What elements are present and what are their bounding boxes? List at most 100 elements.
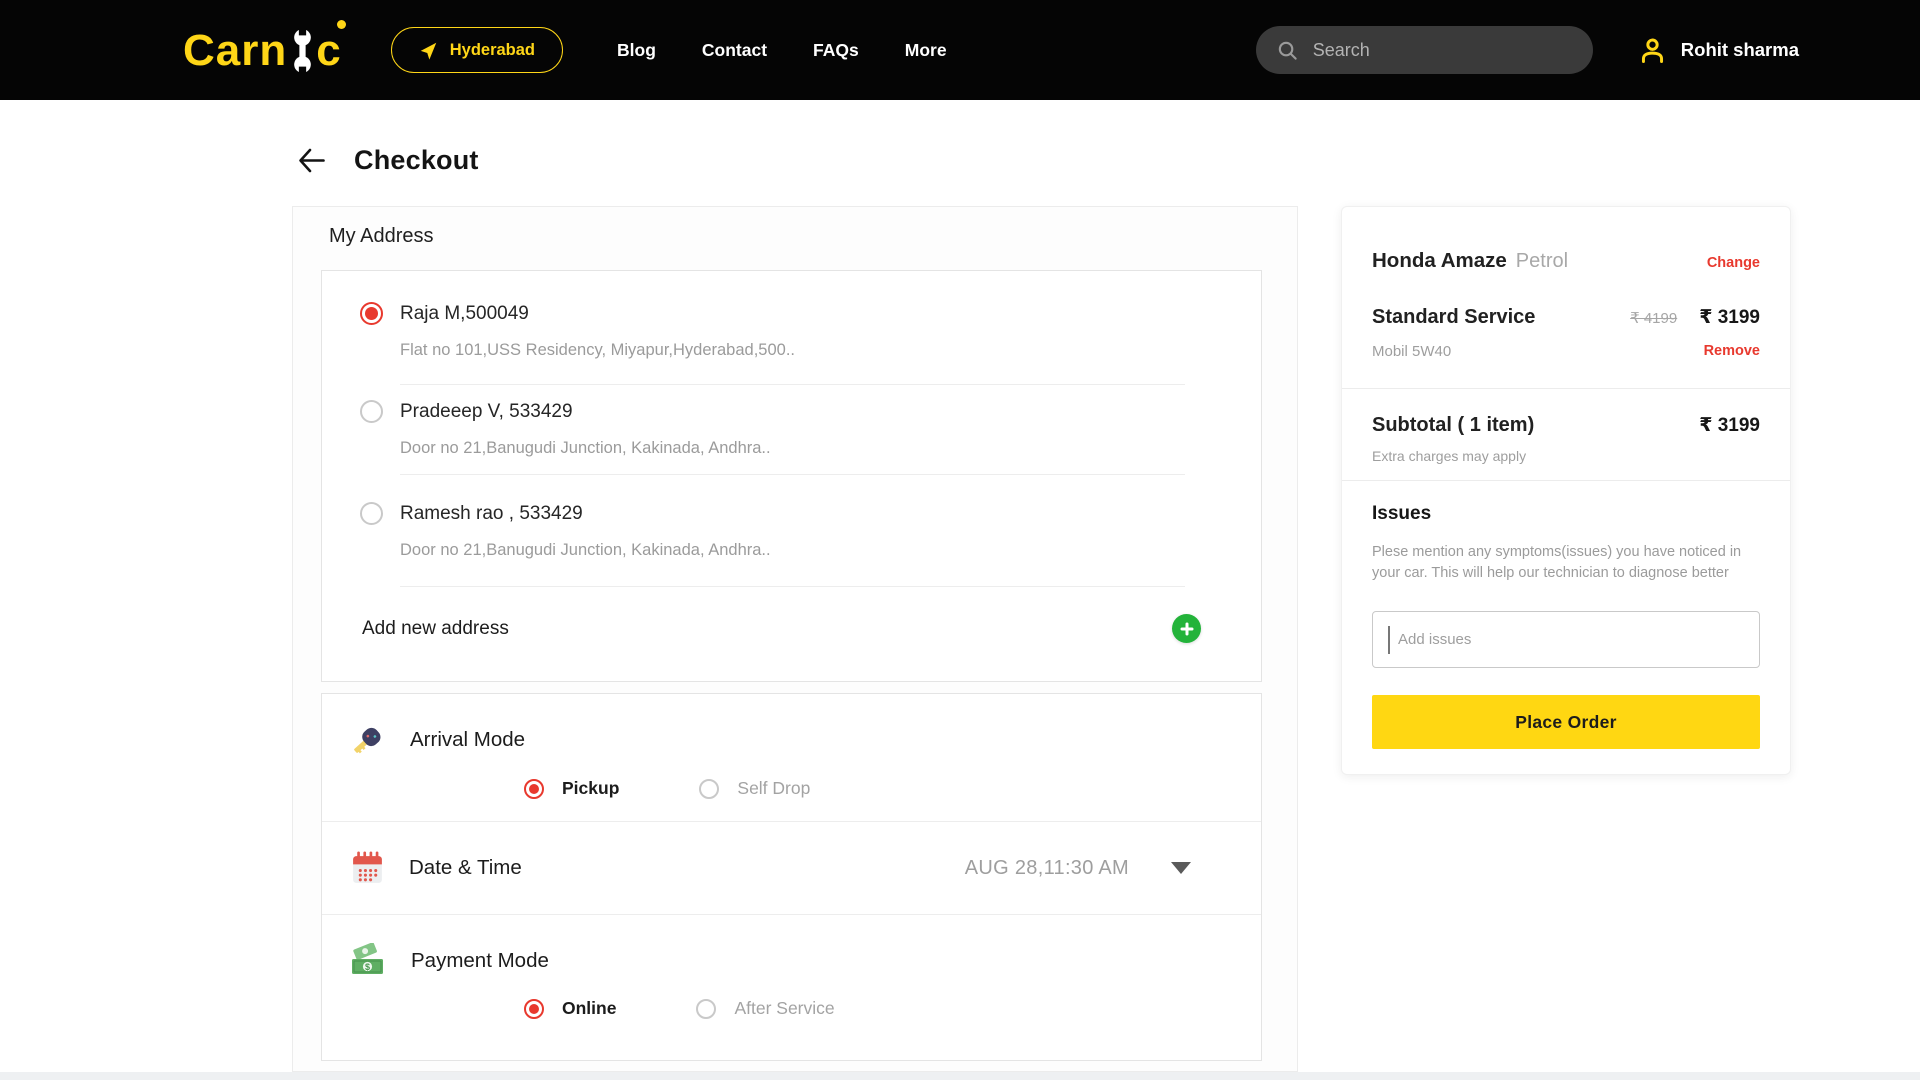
user-name: Rohit sharma bbox=[1680, 39, 1799, 60]
divider bbox=[1342, 388, 1790, 389]
address-detail: Flat no 101,USS Residency, Miyapur,Hyder… bbox=[400, 341, 795, 359]
add-issues-input[interactable] bbox=[1390, 631, 1759, 648]
user-icon bbox=[1641, 38, 1663, 63]
address-option[interactable]: Pradeeep V, 533429 Door no 21,Banugudi J… bbox=[322, 385, 1261, 474]
subtotal-row: Subtotal ( 1 item) ₹ 3199 bbox=[1372, 414, 1760, 437]
footer-edge bbox=[0, 1072, 1920, 1080]
nav-link-contact[interactable]: Contact bbox=[701, 39, 768, 60]
payment-mode-choices: Online After Service bbox=[524, 998, 1261, 1041]
subtotal-note: Extra charges may apply bbox=[1372, 448, 1527, 464]
pickup-radio[interactable] bbox=[524, 778, 544, 799]
arrival-mode-choices: Pickup Self Drop bbox=[524, 778, 1261, 821]
chevron-down-icon[interactable] bbox=[1171, 862, 1191, 874]
calendar-icon bbox=[353, 851, 382, 883]
carnic-logo[interactable]: Carn c bbox=[183, 19, 346, 75]
vehicle-name: Honda Amaze bbox=[1372, 249, 1507, 272]
service-price: ₹ 3199 bbox=[1699, 307, 1760, 328]
fuel-type: Petrol bbox=[1515, 250, 1569, 272]
address-card: Raja M,500049 Flat no 101,USS Residency,… bbox=[321, 270, 1262, 682]
vehicle-row: Honda Amaze Petrol Change bbox=[1372, 249, 1760, 273]
nav-link-faqs[interactable]: FAQs bbox=[813, 39, 859, 60]
payment-mode-title: Payment Mode bbox=[411, 948, 549, 972]
divider bbox=[322, 914, 1261, 915]
address-name: Pradeeep V, 533429 bbox=[400, 401, 573, 422]
self-drop-radio[interactable] bbox=[699, 778, 720, 799]
wrench-icon bbox=[294, 27, 312, 74]
subtotal-value: ₹ 3199 bbox=[1699, 415, 1760, 436]
location-pill[interactable]: Hyderabad bbox=[390, 27, 564, 73]
search-icon bbox=[1278, 41, 1297, 60]
arrival-mode-header: Arrival Mode bbox=[322, 722, 1261, 758]
nav-link-blog[interactable]: Blog bbox=[617, 39, 656, 60]
logo-text-right: c bbox=[316, 25, 342, 75]
address-radio-selected[interactable] bbox=[360, 302, 383, 325]
car-key-icon bbox=[354, 727, 381, 754]
service-name: Standard Service bbox=[1372, 306, 1536, 328]
arrival-mode-title: Arrival Mode bbox=[410, 728, 526, 751]
address-name: Ramesh rao , 533429 bbox=[400, 503, 583, 524]
search-box[interactable] bbox=[1255, 26, 1593, 74]
logo-dot bbox=[336, 19, 346, 29]
service-subrow: Mobil 5W40 Remove bbox=[1372, 343, 1760, 360]
pickup-label: Pickup bbox=[562, 778, 620, 798]
address-radio[interactable] bbox=[360, 502, 383, 525]
divider bbox=[400, 384, 1185, 385]
self-drop-label: Self Drop bbox=[737, 778, 811, 798]
service-subtitle: Mobil 5W40 bbox=[1372, 343, 1452, 360]
my-address-title: My Address bbox=[329, 225, 434, 247]
remove-service-button[interactable]: Remove bbox=[1703, 343, 1760, 359]
add-new-address-row[interactable]: Add new address bbox=[322, 587, 1261, 670]
address-option[interactable]: Raja M,500049 Flat no 101,USS Residency,… bbox=[322, 271, 1261, 384]
back-button[interactable] bbox=[296, 145, 327, 176]
address-option[interactable]: Ramesh rao , 533429 Door no 21,Banugudi … bbox=[322, 475, 1261, 586]
divider bbox=[400, 586, 1185, 587]
online-radio[interactable] bbox=[524, 998, 544, 1019]
top-navbar: Carn c Hyderabad Blog Contact FAQs More bbox=[0, 0, 1920, 100]
choice-online[interactable]: Online bbox=[524, 998, 616, 1019]
address-name: Raja M,500049 bbox=[400, 303, 529, 324]
after-service-label: After Service bbox=[734, 998, 835, 1018]
logo-text-left: Carn bbox=[183, 25, 288, 75]
navigation-arrow-icon bbox=[420, 42, 437, 60]
address-radio[interactable] bbox=[360, 400, 383, 423]
issues-description: Plese mention any symptoms(issues) you h… bbox=[1372, 544, 1742, 582]
choice-after-service[interactable]: After Service bbox=[696, 998, 835, 1019]
service-prices: ₹ 4199 ₹ 3199 bbox=[1630, 306, 1760, 329]
date-time-value[interactable]: AUG 28,11:30 AM bbox=[964, 856, 1129, 879]
back-arrow-icon bbox=[299, 148, 325, 173]
issues-title: Issues bbox=[1372, 503, 1432, 524]
options-card: Arrival Mode Pickup Self Drop bbox=[321, 693, 1262, 1061]
search-input[interactable] bbox=[1312, 39, 1573, 61]
user-menu[interactable]: Rohit sharma bbox=[1637, 35, 1799, 66]
nav-link-more[interactable]: More bbox=[904, 39, 947, 60]
divider bbox=[322, 821, 1261, 822]
arrival-mode-section: Arrival Mode Pickup Self Drop bbox=[322, 694, 1261, 821]
order-summary-card: Honda Amaze Petrol Change Standard Servi… bbox=[1341, 206, 1791, 775]
issues-input-wrap[interactable] bbox=[1372, 611, 1760, 668]
add-new-address-label: Add new address bbox=[362, 617, 509, 639]
page-title-row: Checkout bbox=[296, 145, 479, 176]
after-service-radio[interactable] bbox=[696, 998, 717, 1019]
page-title: Checkout bbox=[354, 145, 479, 175]
address-detail: Door no 21,Banugudi Junction, Kakinada, … bbox=[400, 541, 771, 559]
choice-self-drop[interactable]: Self Drop bbox=[699, 778, 810, 799]
money-icon: $ bbox=[352, 943, 383, 974]
main-nav: Blog Contact FAQs More bbox=[617, 40, 947, 61]
payment-mode-header: $ Payment Mode bbox=[322, 943, 1261, 978]
divider bbox=[400, 474, 1185, 475]
date-time-title: Date & Time bbox=[409, 856, 522, 879]
service-old-price: ₹ 4199 bbox=[1630, 310, 1678, 327]
choice-pickup[interactable]: Pickup bbox=[524, 778, 619, 799]
subtotal-price: ₹ 3199 bbox=[1677, 414, 1760, 437]
service-row: Standard Service ₹ 4199 ₹ 3199 bbox=[1372, 306, 1760, 329]
online-label: Online bbox=[562, 998, 617, 1018]
svg-text:$: $ bbox=[365, 962, 370, 972]
checkout-panel: My Address Raja M,500049 Flat no 101,USS… bbox=[292, 206, 1298, 1072]
payment-mode-section: $ Payment Mode Online After Service bbox=[322, 915, 1261, 1041]
date-time-row: Date & Time AUG 28,11:30 AM bbox=[322, 822, 1261, 914]
place-order-button[interactable]: Place Order bbox=[1372, 695, 1760, 749]
change-vehicle-button[interactable]: Change bbox=[1706, 255, 1760, 271]
address-detail: Door no 21,Banugudi Junction, Kakinada, … bbox=[400, 439, 771, 457]
add-address-button[interactable] bbox=[1172, 614, 1201, 643]
location-label: Hyderabad bbox=[449, 40, 536, 59]
